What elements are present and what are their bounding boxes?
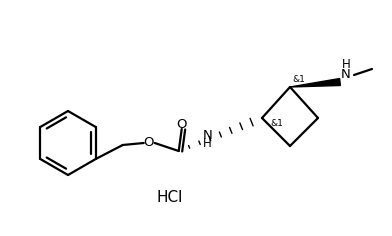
Text: N: N: [341, 68, 351, 81]
Text: &1: &1: [270, 118, 283, 127]
Polygon shape: [290, 79, 340, 87]
Text: O: O: [176, 118, 187, 131]
Text: H: H: [341, 59, 350, 72]
Text: HCl: HCl: [157, 190, 183, 206]
Text: H: H: [203, 137, 212, 150]
Text: &1: &1: [292, 76, 305, 84]
Text: O: O: [143, 136, 154, 149]
Text: N: N: [203, 129, 212, 142]
